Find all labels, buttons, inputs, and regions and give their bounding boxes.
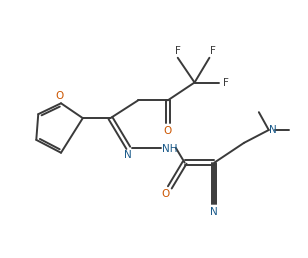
Text: NH: NH [162, 144, 178, 154]
Text: F: F [210, 46, 216, 56]
Text: N: N [269, 125, 277, 135]
Text: F: F [223, 77, 229, 87]
Text: N: N [124, 150, 132, 160]
Text: O: O [164, 126, 172, 136]
Text: F: F [175, 46, 181, 56]
Text: N: N [210, 207, 218, 217]
Text: O: O [162, 189, 170, 199]
Text: O: O [55, 91, 63, 101]
